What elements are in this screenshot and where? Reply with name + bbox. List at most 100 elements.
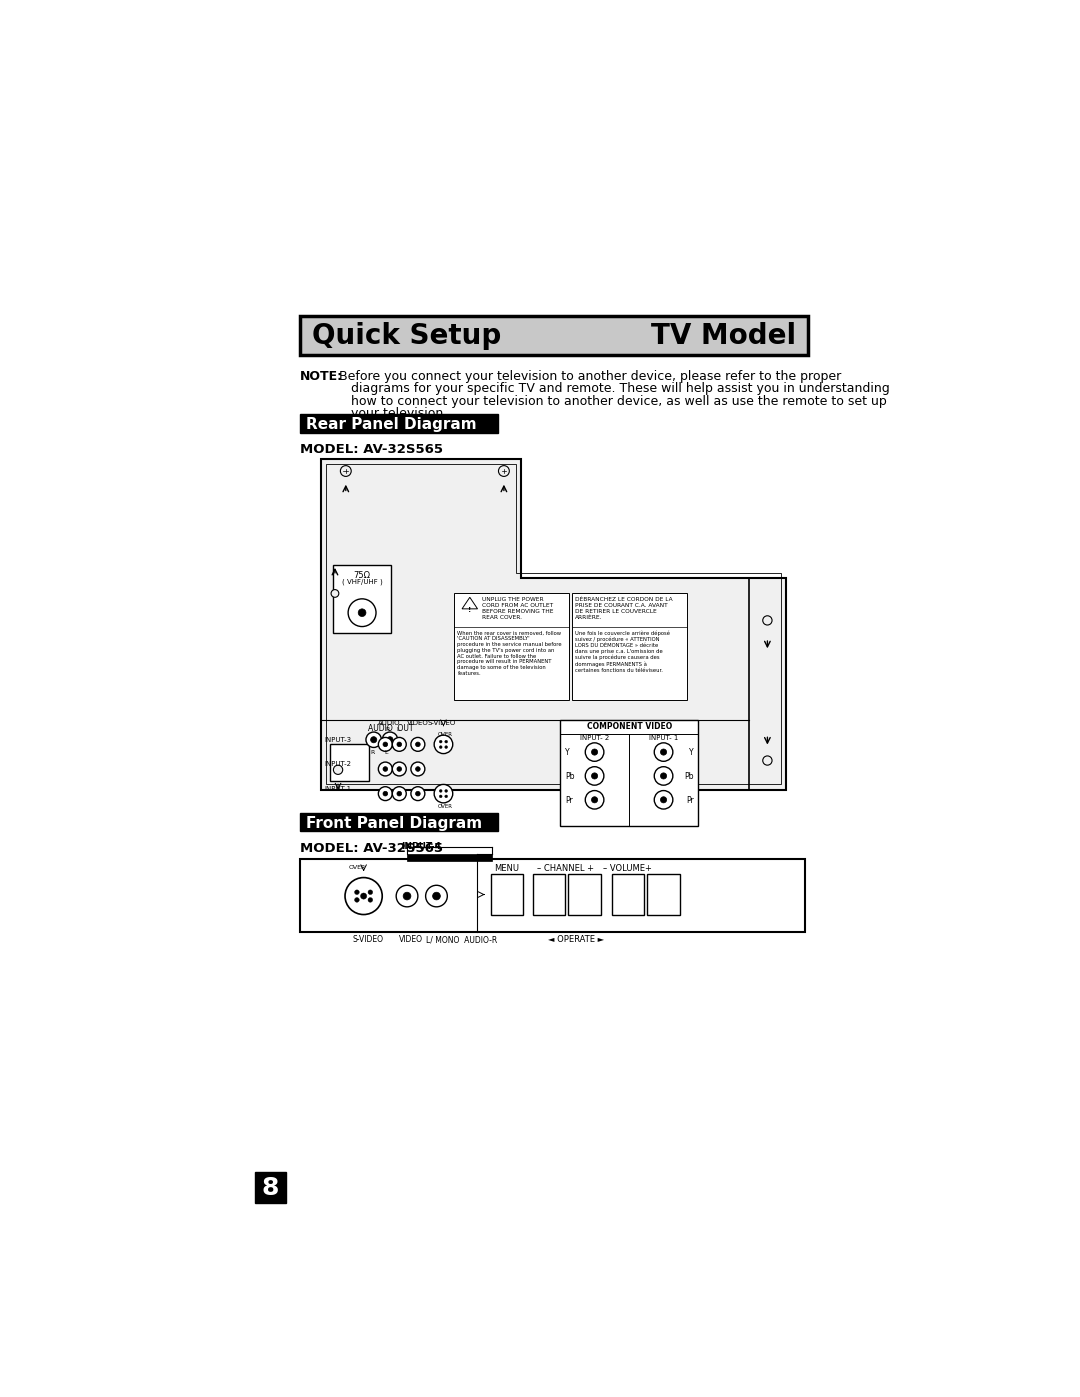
Circle shape bbox=[592, 749, 597, 756]
Circle shape bbox=[416, 767, 420, 771]
Circle shape bbox=[433, 893, 441, 900]
Text: L: L bbox=[396, 728, 400, 732]
Circle shape bbox=[345, 877, 382, 915]
Circle shape bbox=[440, 746, 442, 749]
Circle shape bbox=[654, 767, 673, 785]
Text: Pb: Pb bbox=[685, 773, 693, 781]
Circle shape bbox=[354, 890, 360, 894]
Circle shape bbox=[370, 736, 377, 743]
Circle shape bbox=[368, 890, 373, 894]
Circle shape bbox=[383, 767, 388, 771]
Text: S-VIDEO: S-VIDEO bbox=[427, 719, 456, 725]
Text: Quick Setup: Quick Setup bbox=[312, 323, 502, 351]
Circle shape bbox=[592, 773, 597, 780]
Circle shape bbox=[762, 616, 772, 624]
Text: DÉBRANCHEZ LE CORDON DE LA
PRISE DE COURANT C.A. AVANT
DE RETIRER LE COUVERCLE
A: DÉBRANCHEZ LE CORDON DE LA PRISE DE COUR… bbox=[576, 598, 673, 620]
Circle shape bbox=[340, 465, 351, 476]
Circle shape bbox=[397, 767, 402, 771]
Circle shape bbox=[410, 787, 424, 800]
Circle shape bbox=[403, 893, 410, 900]
Circle shape bbox=[762, 756, 772, 766]
Text: Y: Y bbox=[689, 749, 693, 757]
Circle shape bbox=[392, 738, 406, 752]
Text: AUDIO  OUT: AUDIO OUT bbox=[367, 725, 413, 733]
Circle shape bbox=[392, 763, 406, 775]
Circle shape bbox=[410, 763, 424, 775]
Text: When the rear cover is removed, follow
'CAUTION AT DISASSEMBLY'
procedure in the: When the rear cover is removed, follow '… bbox=[458, 630, 562, 676]
Circle shape bbox=[383, 791, 388, 796]
Circle shape bbox=[366, 732, 381, 747]
Circle shape bbox=[654, 791, 673, 809]
Circle shape bbox=[440, 740, 442, 743]
Bar bbox=[611, 875, 644, 915]
Text: Pr: Pr bbox=[686, 796, 693, 805]
Text: Before you connect your television to another device, please refer to the proper: Before you connect your television to an… bbox=[339, 370, 841, 383]
Circle shape bbox=[332, 590, 339, 598]
Bar bbox=[572, 594, 687, 700]
Text: VIDEO: VIDEO bbox=[400, 936, 423, 944]
Circle shape bbox=[445, 789, 447, 792]
Text: how to connect your television to another device, as well as use the remote to s: how to connect your television to anothe… bbox=[351, 395, 887, 408]
Text: Pb: Pb bbox=[565, 773, 575, 781]
Text: OVER: OVER bbox=[438, 803, 453, 809]
Circle shape bbox=[440, 789, 442, 792]
Circle shape bbox=[416, 742, 420, 746]
Bar bbox=[300, 813, 498, 831]
Circle shape bbox=[434, 735, 453, 753]
Circle shape bbox=[397, 742, 402, 746]
Circle shape bbox=[410, 738, 424, 752]
Bar bbox=[561, 719, 699, 826]
Bar bbox=[334, 564, 391, 633]
Bar bbox=[300, 316, 809, 355]
Text: diagrams for your specific TV and remote. These will help assist you in understa: diagrams for your specific TV and remote… bbox=[351, 383, 890, 395]
Circle shape bbox=[334, 766, 342, 774]
Text: NOTE:: NOTE: bbox=[300, 370, 343, 383]
Circle shape bbox=[416, 791, 420, 796]
Text: your television.: your television. bbox=[351, 407, 447, 420]
Bar bbox=[532, 875, 565, 915]
Text: INPUT-2: INPUT-2 bbox=[324, 761, 351, 767]
Text: INPUT-3: INPUT-3 bbox=[324, 736, 351, 743]
Bar bbox=[647, 875, 679, 915]
Circle shape bbox=[387, 736, 393, 743]
Circle shape bbox=[382, 732, 397, 747]
Text: MODEL: AV-32S565: MODEL: AV-32S565 bbox=[300, 443, 443, 457]
Bar bbox=[300, 414, 498, 433]
Text: MODEL: AV-32S565: MODEL: AV-32S565 bbox=[300, 842, 443, 855]
Circle shape bbox=[499, 465, 510, 476]
Text: 8: 8 bbox=[262, 1175, 280, 1200]
Bar bbox=[330, 745, 369, 781]
Circle shape bbox=[383, 742, 388, 746]
Text: – VOLUME+: – VOLUME+ bbox=[604, 863, 652, 873]
Text: Rear Panel Diagram: Rear Panel Diagram bbox=[307, 418, 477, 432]
Circle shape bbox=[378, 763, 392, 775]
Text: VIDEO: VIDEO bbox=[407, 719, 429, 725]
Circle shape bbox=[661, 749, 666, 756]
Circle shape bbox=[585, 767, 604, 785]
Text: ◄ OPERATE ►: ◄ OPERATE ► bbox=[548, 936, 604, 944]
Text: !: ! bbox=[468, 608, 472, 613]
Circle shape bbox=[378, 738, 392, 752]
Bar bbox=[255, 1172, 286, 1203]
Circle shape bbox=[585, 791, 604, 809]
Bar bbox=[407, 855, 492, 861]
Circle shape bbox=[348, 599, 376, 627]
Circle shape bbox=[654, 743, 673, 761]
Circle shape bbox=[354, 898, 360, 902]
Text: R: R bbox=[386, 728, 390, 732]
Text: OVER: OVER bbox=[349, 865, 366, 870]
Circle shape bbox=[426, 886, 447, 907]
Text: AUDIO: AUDIO bbox=[378, 719, 401, 725]
Text: – CHANNEL +: – CHANNEL + bbox=[537, 863, 594, 873]
Circle shape bbox=[397, 791, 402, 796]
Text: INPUT-1: INPUT-1 bbox=[324, 787, 351, 792]
Text: TV Model: TV Model bbox=[651, 323, 796, 351]
Text: INPUT-4: INPUT-4 bbox=[401, 842, 441, 851]
Text: OVER: OVER bbox=[438, 732, 453, 738]
Circle shape bbox=[585, 743, 604, 761]
Polygon shape bbox=[321, 458, 786, 789]
Text: UNPLUG THE POWER
CORD FROM AC OUTLET
BEFORE REMOVING THE
REAR COVER.: UNPLUG THE POWER CORD FROM AC OUTLET BEF… bbox=[482, 598, 554, 620]
Circle shape bbox=[445, 795, 447, 798]
Text: L: L bbox=[384, 750, 388, 754]
Text: L/ MONO  AUDIO-R: L/ MONO AUDIO-R bbox=[426, 936, 497, 944]
